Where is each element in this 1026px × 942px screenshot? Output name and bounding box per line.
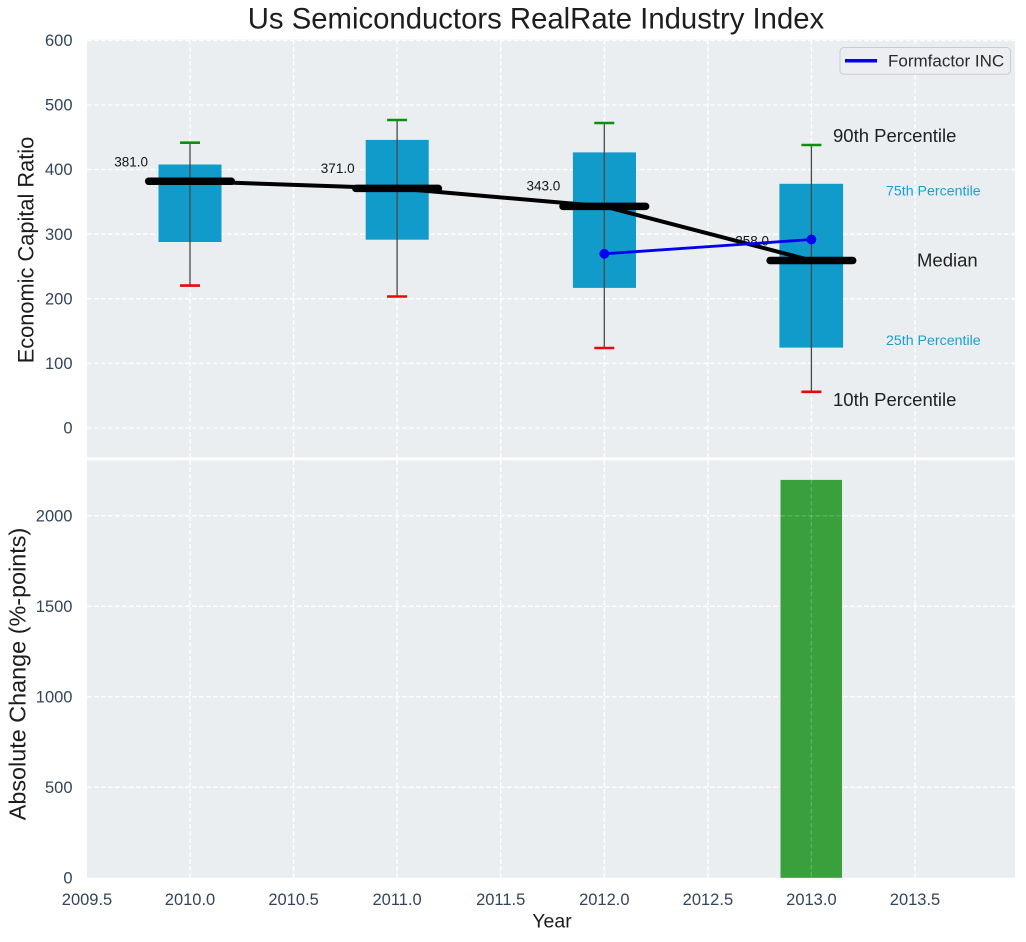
svg-text:2011.5: 2011.5	[476, 891, 525, 909]
svg-text:343.0: 343.0	[527, 179, 561, 194]
svg-text:100: 100	[45, 355, 73, 373]
svg-text:200: 200	[45, 290, 73, 308]
svg-text:500: 500	[45, 779, 73, 797]
svg-text:25th Percentile: 25th Percentile	[886, 333, 981, 349]
svg-text:1500: 1500	[36, 598, 73, 616]
svg-text:2009.5: 2009.5	[62, 891, 112, 909]
svg-text:Formfactor INC: Formfactor INC	[888, 52, 1004, 71]
svg-text:90th Percentile: 90th Percentile	[833, 125, 956, 146]
svg-text:600: 600	[45, 32, 73, 50]
svg-text:10th Percentile: 10th Percentile	[833, 389, 956, 410]
svg-text:75th Percentile: 75th Percentile	[886, 183, 981, 199]
svg-text:400: 400	[45, 161, 73, 179]
svg-text:Absolute Change (%-points): Absolute Change (%-points)	[5, 528, 31, 821]
svg-text:Economic Capital Ratio: Economic Capital Ratio	[14, 137, 39, 364]
svg-text:1000: 1000	[36, 688, 73, 706]
svg-text:2013.0: 2013.0	[786, 891, 836, 909]
svg-text:500: 500	[45, 97, 73, 115]
svg-text:300: 300	[45, 226, 73, 244]
svg-text:0: 0	[63, 420, 72, 438]
svg-text:Year: Year	[532, 911, 572, 933]
svg-text:2012.0: 2012.0	[579, 891, 629, 909]
svg-text:381.0: 381.0	[114, 154, 148, 169]
svg-text:2012.5: 2012.5	[683, 891, 733, 909]
svg-text:Median: Median	[917, 250, 978, 271]
svg-text:2013.5: 2013.5	[890, 891, 940, 909]
svg-text:2000: 2000	[36, 507, 73, 525]
svg-text:Us Semiconductors RealRate Ind: Us Semiconductors RealRate Industry Inde…	[248, 3, 825, 36]
svg-text:0: 0	[63, 869, 72, 887]
svg-text:371.0: 371.0	[321, 161, 355, 176]
svg-text:2011.0: 2011.0	[372, 891, 421, 909]
svg-text:2010.5: 2010.5	[268, 891, 318, 909]
svg-text:2010.0: 2010.0	[165, 891, 215, 909]
